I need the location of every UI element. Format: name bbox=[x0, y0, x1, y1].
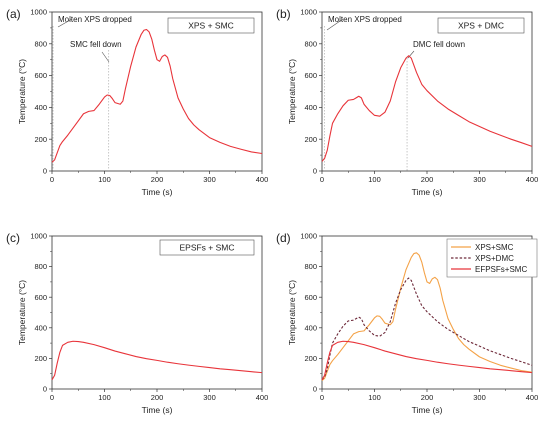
y-tick-label: 1000 bbox=[30, 232, 47, 241]
series-line-2 bbox=[321, 340, 533, 381]
x-tick-label: 200 bbox=[151, 393, 164, 402]
panel-label: (c) bbox=[6, 231, 20, 245]
x-tick-label: 0 bbox=[50, 175, 54, 184]
y-tick-label: 800 bbox=[304, 262, 317, 271]
y-tick-label: 200 bbox=[304, 354, 317, 363]
y-tick-label: 1000 bbox=[300, 8, 317, 17]
condition-label: EPSFs + SMC bbox=[179, 243, 234, 253]
y-tick-label: 0 bbox=[43, 167, 47, 176]
plot-frame bbox=[321, 11, 533, 172]
annotation-arrow bbox=[326, 18, 344, 31]
x-tick-label: 400 bbox=[256, 393, 269, 402]
y-tick-label: 600 bbox=[304, 293, 317, 302]
y-tick-label: 0 bbox=[313, 385, 317, 394]
plot-frame bbox=[51, 11, 263, 172]
series-line-0 bbox=[321, 55, 533, 162]
condition-box bbox=[159, 239, 255, 256]
legend-label-0: XPS+SMC bbox=[475, 243, 514, 252]
x-axis-label: Time (s) bbox=[142, 187, 173, 197]
y-tick-label: 200 bbox=[304, 135, 317, 144]
x-tick-label: 100 bbox=[98, 393, 111, 402]
series-line-1 bbox=[321, 277, 533, 381]
series-line-0 bbox=[51, 340, 263, 381]
condition-box bbox=[437, 17, 525, 34]
panel-label: (a) bbox=[6, 7, 21, 21]
x-tick-label: 400 bbox=[526, 393, 539, 402]
condition-box bbox=[167, 17, 255, 34]
annotation-text: Molten XPS dropped bbox=[328, 15, 402, 24]
x-tick-label: 400 bbox=[256, 175, 269, 184]
series-line-0 bbox=[321, 252, 533, 381]
x-tick-label: 0 bbox=[320, 393, 324, 402]
x-tick-label: 100 bbox=[98, 175, 111, 184]
x-tick-label: 100 bbox=[368, 175, 381, 184]
condition-label: XPS + SMC bbox=[188, 21, 234, 31]
y-tick-label: 400 bbox=[34, 323, 47, 332]
panel-2: (c) 0 100 200 300 400 0 200 400 600 800 1000 Time (s… bbox=[6, 231, 268, 415]
x-axis-label: Time (s) bbox=[412, 405, 443, 415]
annotation-arrow bbox=[101, 51, 110, 63]
x-tick-label: 200 bbox=[421, 175, 434, 184]
annotation-text: DMC fell down bbox=[413, 40, 465, 49]
x-tick-label: 100 bbox=[368, 393, 381, 402]
x-axis-label: Time (s) bbox=[412, 187, 443, 197]
y-tick-label: 0 bbox=[313, 167, 317, 176]
x-tick-label: 300 bbox=[203, 175, 216, 184]
panel-label: (b) bbox=[276, 7, 291, 21]
y-tick-label: 800 bbox=[304, 39, 317, 48]
x-tick-label: 200 bbox=[421, 393, 434, 402]
x-tick-label: 200 bbox=[151, 175, 164, 184]
y-tick-label: 600 bbox=[34, 293, 47, 302]
y-tick-label: 600 bbox=[304, 71, 317, 80]
y-tick-label: 400 bbox=[34, 103, 47, 112]
panel-label: (d) bbox=[276, 231, 291, 245]
x-tick-label: 300 bbox=[203, 393, 216, 402]
x-tick-label: 0 bbox=[320, 175, 324, 184]
panel-3: (d) 0 100 200 300 400 0 200 400 600 800 1000 Time (s… bbox=[276, 231, 538, 415]
panel-0: (a) Molten XPS dropped SMC fell down 0 100 20… bbox=[6, 7, 268, 197]
y-tick-label: 800 bbox=[34, 262, 47, 271]
condition-label: XPS + DMC bbox=[458, 21, 504, 31]
annotation-arrow bbox=[57, 18, 73, 28]
y-tick-label: 0 bbox=[43, 385, 47, 394]
y-axis-label: Temperature (°C) bbox=[287, 59, 297, 124]
panel-1: (b) Molten XPS dropped DMC fell down 0 100 20… bbox=[276, 7, 538, 197]
y-tick-label: 200 bbox=[34, 135, 47, 144]
x-tick-label: 300 bbox=[473, 393, 486, 402]
y-tick-label: 200 bbox=[34, 354, 47, 363]
y-tick-label: 1000 bbox=[300, 232, 317, 241]
legend-label-1: XPS+DMC bbox=[475, 254, 514, 263]
y-tick-label: 400 bbox=[304, 323, 317, 332]
annotation-text: Molten XPS dropped bbox=[58, 15, 132, 24]
annotation-arrow bbox=[407, 50, 415, 59]
x-tick-label: 300 bbox=[473, 175, 486, 184]
y-tick-label: 600 bbox=[34, 71, 47, 80]
x-axis-label: Time (s) bbox=[142, 405, 173, 415]
plot-frame bbox=[51, 235, 263, 390]
y-axis-label: Temperature (°C) bbox=[287, 280, 297, 345]
y-axis-label: Temperature (°C) bbox=[17, 59, 27, 124]
legend-label-2: EFPSFs+SMC bbox=[475, 265, 527, 274]
y-tick-label: 1000 bbox=[30, 8, 47, 17]
y-tick-label: 800 bbox=[34, 39, 47, 48]
x-tick-label: 0 bbox=[50, 393, 54, 402]
annotation-text: SMC fell down bbox=[70, 40, 122, 49]
x-tick-label: 400 bbox=[526, 175, 539, 184]
y-tick-label: 400 bbox=[304, 103, 317, 112]
y-axis-label: Temperature (°C) bbox=[17, 280, 27, 345]
series-line-0 bbox=[51, 28, 263, 163]
